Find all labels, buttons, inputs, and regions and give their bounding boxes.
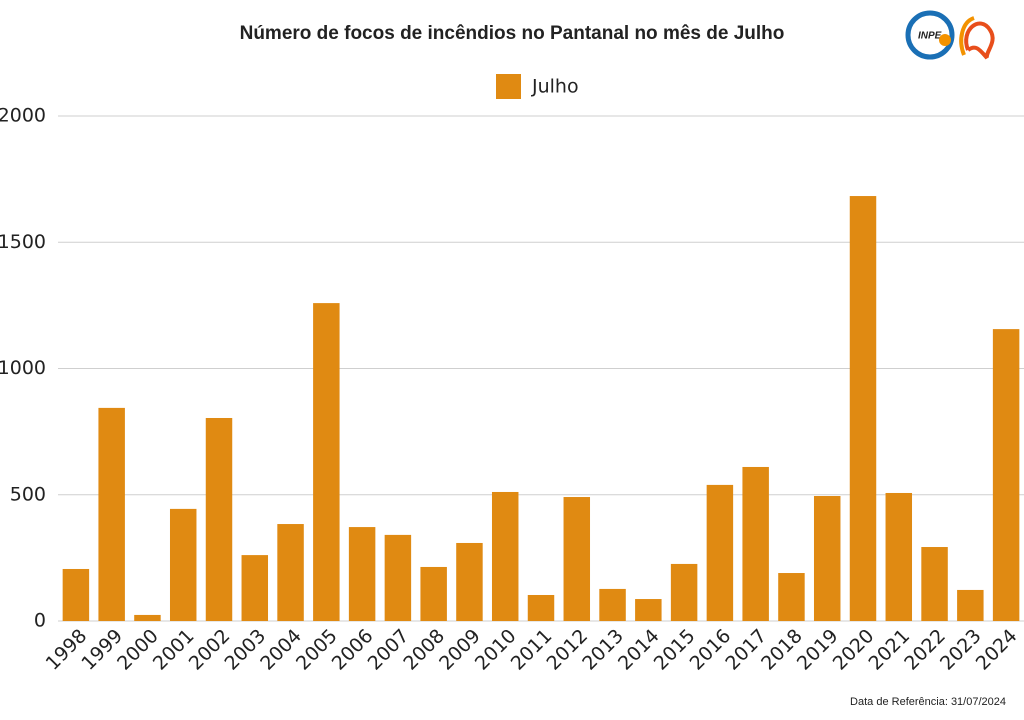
y-tick-label: 2000 xyxy=(0,105,46,127)
bar xyxy=(277,524,304,621)
x-tick-label: 1999 xyxy=(77,625,127,675)
bar xyxy=(169,508,197,621)
x-tick-label: 2022 xyxy=(900,625,950,675)
x-tick-label: 2019 xyxy=(793,625,843,675)
x-tick-label: 2004 xyxy=(256,625,306,675)
x-tick-label: 2015 xyxy=(650,625,700,675)
x-tick-label: 2006 xyxy=(328,625,378,675)
logo: INPE xyxy=(905,10,995,60)
bar xyxy=(635,599,662,621)
bar xyxy=(384,534,412,621)
x-tick-label: 2018 xyxy=(757,625,807,675)
x-tick-label: 2005 xyxy=(292,625,342,675)
x-tick-label: 2003 xyxy=(220,625,270,675)
bar xyxy=(921,547,948,621)
x-tick-label: 1998 xyxy=(42,625,92,675)
chart-title: Número de focos de incêndios no Pantanal… xyxy=(240,23,785,44)
x-tick-label: 2001 xyxy=(149,625,199,675)
y-tick-label: 1000 xyxy=(0,357,46,379)
bar xyxy=(563,497,591,621)
bar xyxy=(313,303,340,621)
x-tick-label: 2017 xyxy=(721,625,771,675)
bar xyxy=(778,573,805,621)
x-tick-label: 2011 xyxy=(507,625,557,675)
bar xyxy=(62,568,90,621)
x-tick-label: 2009 xyxy=(435,625,485,675)
bar xyxy=(420,566,447,621)
bar xyxy=(456,542,483,621)
bar xyxy=(491,491,519,621)
y-tick-label: 1500 xyxy=(0,231,46,253)
bar xyxy=(706,484,734,621)
bar xyxy=(98,407,125,621)
bar xyxy=(205,417,233,621)
y-tick-label: 500 xyxy=(10,483,46,505)
x-tick-label: 2000 xyxy=(113,625,163,675)
bar xyxy=(885,492,913,621)
bar xyxy=(134,614,161,621)
bar xyxy=(348,527,376,621)
bar xyxy=(241,555,269,621)
x-tick-label: 2012 xyxy=(542,625,592,675)
x-tick-label: 2008 xyxy=(399,625,449,675)
x-tick-label: 2010 xyxy=(471,625,521,675)
bar xyxy=(813,496,841,621)
y-tick-label: 0 xyxy=(34,610,46,632)
bar xyxy=(599,588,626,621)
bar xyxy=(849,196,877,622)
x-tick-label: 2023 xyxy=(936,625,986,675)
x-tick-label: 2007 xyxy=(364,625,414,675)
x-tick-label: 2021 xyxy=(864,625,914,675)
bar xyxy=(957,589,984,621)
x-tick-label: 2016 xyxy=(686,625,736,675)
bar xyxy=(742,466,769,621)
legend-label: Julho xyxy=(531,76,579,98)
x-tick-label: 2013 xyxy=(578,625,628,675)
bar xyxy=(527,594,555,621)
x-tick-label: 2024 xyxy=(972,625,1022,675)
footnote: Data de Referência: 31/07/2024 xyxy=(850,696,1006,708)
x-tick-label: 2002 xyxy=(185,625,235,675)
svg-text:INPE: INPE xyxy=(918,31,942,42)
x-tick-label: 2020 xyxy=(829,625,879,675)
x-tick-label: 2014 xyxy=(614,625,664,675)
bar xyxy=(992,329,1020,621)
legend-swatch xyxy=(496,74,521,99)
bar xyxy=(670,563,698,621)
